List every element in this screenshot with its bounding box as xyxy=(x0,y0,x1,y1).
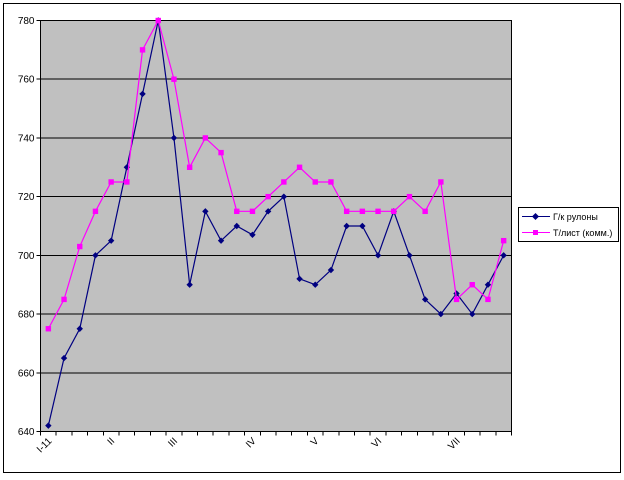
data-point-diamond xyxy=(139,90,146,98)
data-point-square xyxy=(218,149,224,156)
data-point-square xyxy=(249,208,256,215)
data-point-square xyxy=(359,208,366,215)
y-tick-label: 680 xyxy=(18,310,35,321)
y-tick-label: 760 xyxy=(18,75,35,86)
data-point-diamond xyxy=(296,275,303,283)
y-tick-label: 780 xyxy=(18,16,35,27)
data-point-square xyxy=(422,208,428,215)
data-point-square xyxy=(296,164,303,170)
diamond-marker-icon xyxy=(531,212,540,220)
data-point-square xyxy=(186,164,193,170)
data-point-diamond xyxy=(312,281,319,288)
data-point-square xyxy=(406,193,413,200)
legend-item-t-list[interactable]: Т/лист (комм.) xyxy=(519,225,618,241)
y-tick-label: 720 xyxy=(18,192,35,203)
data-point-square xyxy=(328,179,334,185)
data-point-square xyxy=(469,282,475,288)
data-point-square xyxy=(202,135,209,141)
data-point-square xyxy=(438,179,444,185)
plot-area xyxy=(40,20,512,432)
data-point-square xyxy=(500,237,507,244)
data-point-diamond xyxy=(249,231,256,239)
legend-item-gk-rulony[interactable]: Г/к рулоны xyxy=(519,209,618,225)
data-point-diamond xyxy=(343,222,350,230)
data-point-square xyxy=(108,179,114,185)
data-point-diamond xyxy=(45,422,52,429)
x-tick-label: II xyxy=(106,436,118,448)
data-point-diamond xyxy=(406,252,413,259)
plot-background xyxy=(40,20,512,432)
legend-swatch-line-diamond xyxy=(522,212,550,222)
data-point-diamond xyxy=(76,325,83,332)
data-point-square xyxy=(281,179,287,185)
data-point-square xyxy=(343,208,350,215)
data-point-diamond xyxy=(437,310,445,318)
data-point-square xyxy=(61,296,67,303)
legend-box: Г/к рулоны Т/лист (комм.) xyxy=(518,207,619,242)
data-point-diamond xyxy=(500,252,507,259)
y-tick-label: 740 xyxy=(18,133,35,144)
data-point-square xyxy=(124,179,130,185)
data-point-diamond xyxy=(327,266,335,274)
data-point-diamond xyxy=(170,134,178,142)
data-point-square xyxy=(155,17,161,24)
data-point-diamond xyxy=(374,252,382,259)
data-point-square xyxy=(391,208,397,215)
legend-label: Т/лист (комм.) xyxy=(553,227,613,238)
data-point-square xyxy=(77,243,83,250)
y-axis: 640 660 680 700 720 740 760 780 xyxy=(18,16,41,438)
data-point-diamond xyxy=(60,354,68,362)
data-point-diamond xyxy=(92,252,99,259)
data-point-square xyxy=(265,193,271,200)
data-point-diamond xyxy=(233,222,240,230)
data-point-square xyxy=(139,47,146,53)
data-point-diamond xyxy=(469,310,476,318)
y-tick-label: 700 xyxy=(18,251,35,262)
data-point-diamond xyxy=(107,237,115,244)
data-point-square xyxy=(92,208,99,215)
data-point-square xyxy=(234,208,240,215)
series-layer xyxy=(45,17,507,429)
data-point-square xyxy=(171,76,177,82)
data-point-diamond xyxy=(264,208,272,215)
square-marker-icon xyxy=(533,229,538,235)
data-point-diamond xyxy=(217,237,225,244)
legend-swatch-line-square xyxy=(522,228,550,238)
data-point-diamond xyxy=(421,296,429,303)
y-tick-label: 660 xyxy=(18,368,35,379)
data-point-diamond xyxy=(186,281,193,288)
data-point-diamond xyxy=(280,193,288,200)
series-1[interactable] xyxy=(45,17,507,332)
y-tick-label: 640 xyxy=(18,427,35,438)
data-point-square xyxy=(312,179,318,185)
data-point-square xyxy=(453,296,460,303)
data-point-square xyxy=(485,296,491,303)
legend-label: Г/к рулоны xyxy=(553,211,598,222)
data-point-diamond xyxy=(359,222,366,230)
data-point-square xyxy=(375,208,381,215)
data-point-diamond xyxy=(484,281,492,288)
data-point-square xyxy=(45,326,52,332)
data-point-diamond xyxy=(202,208,209,215)
